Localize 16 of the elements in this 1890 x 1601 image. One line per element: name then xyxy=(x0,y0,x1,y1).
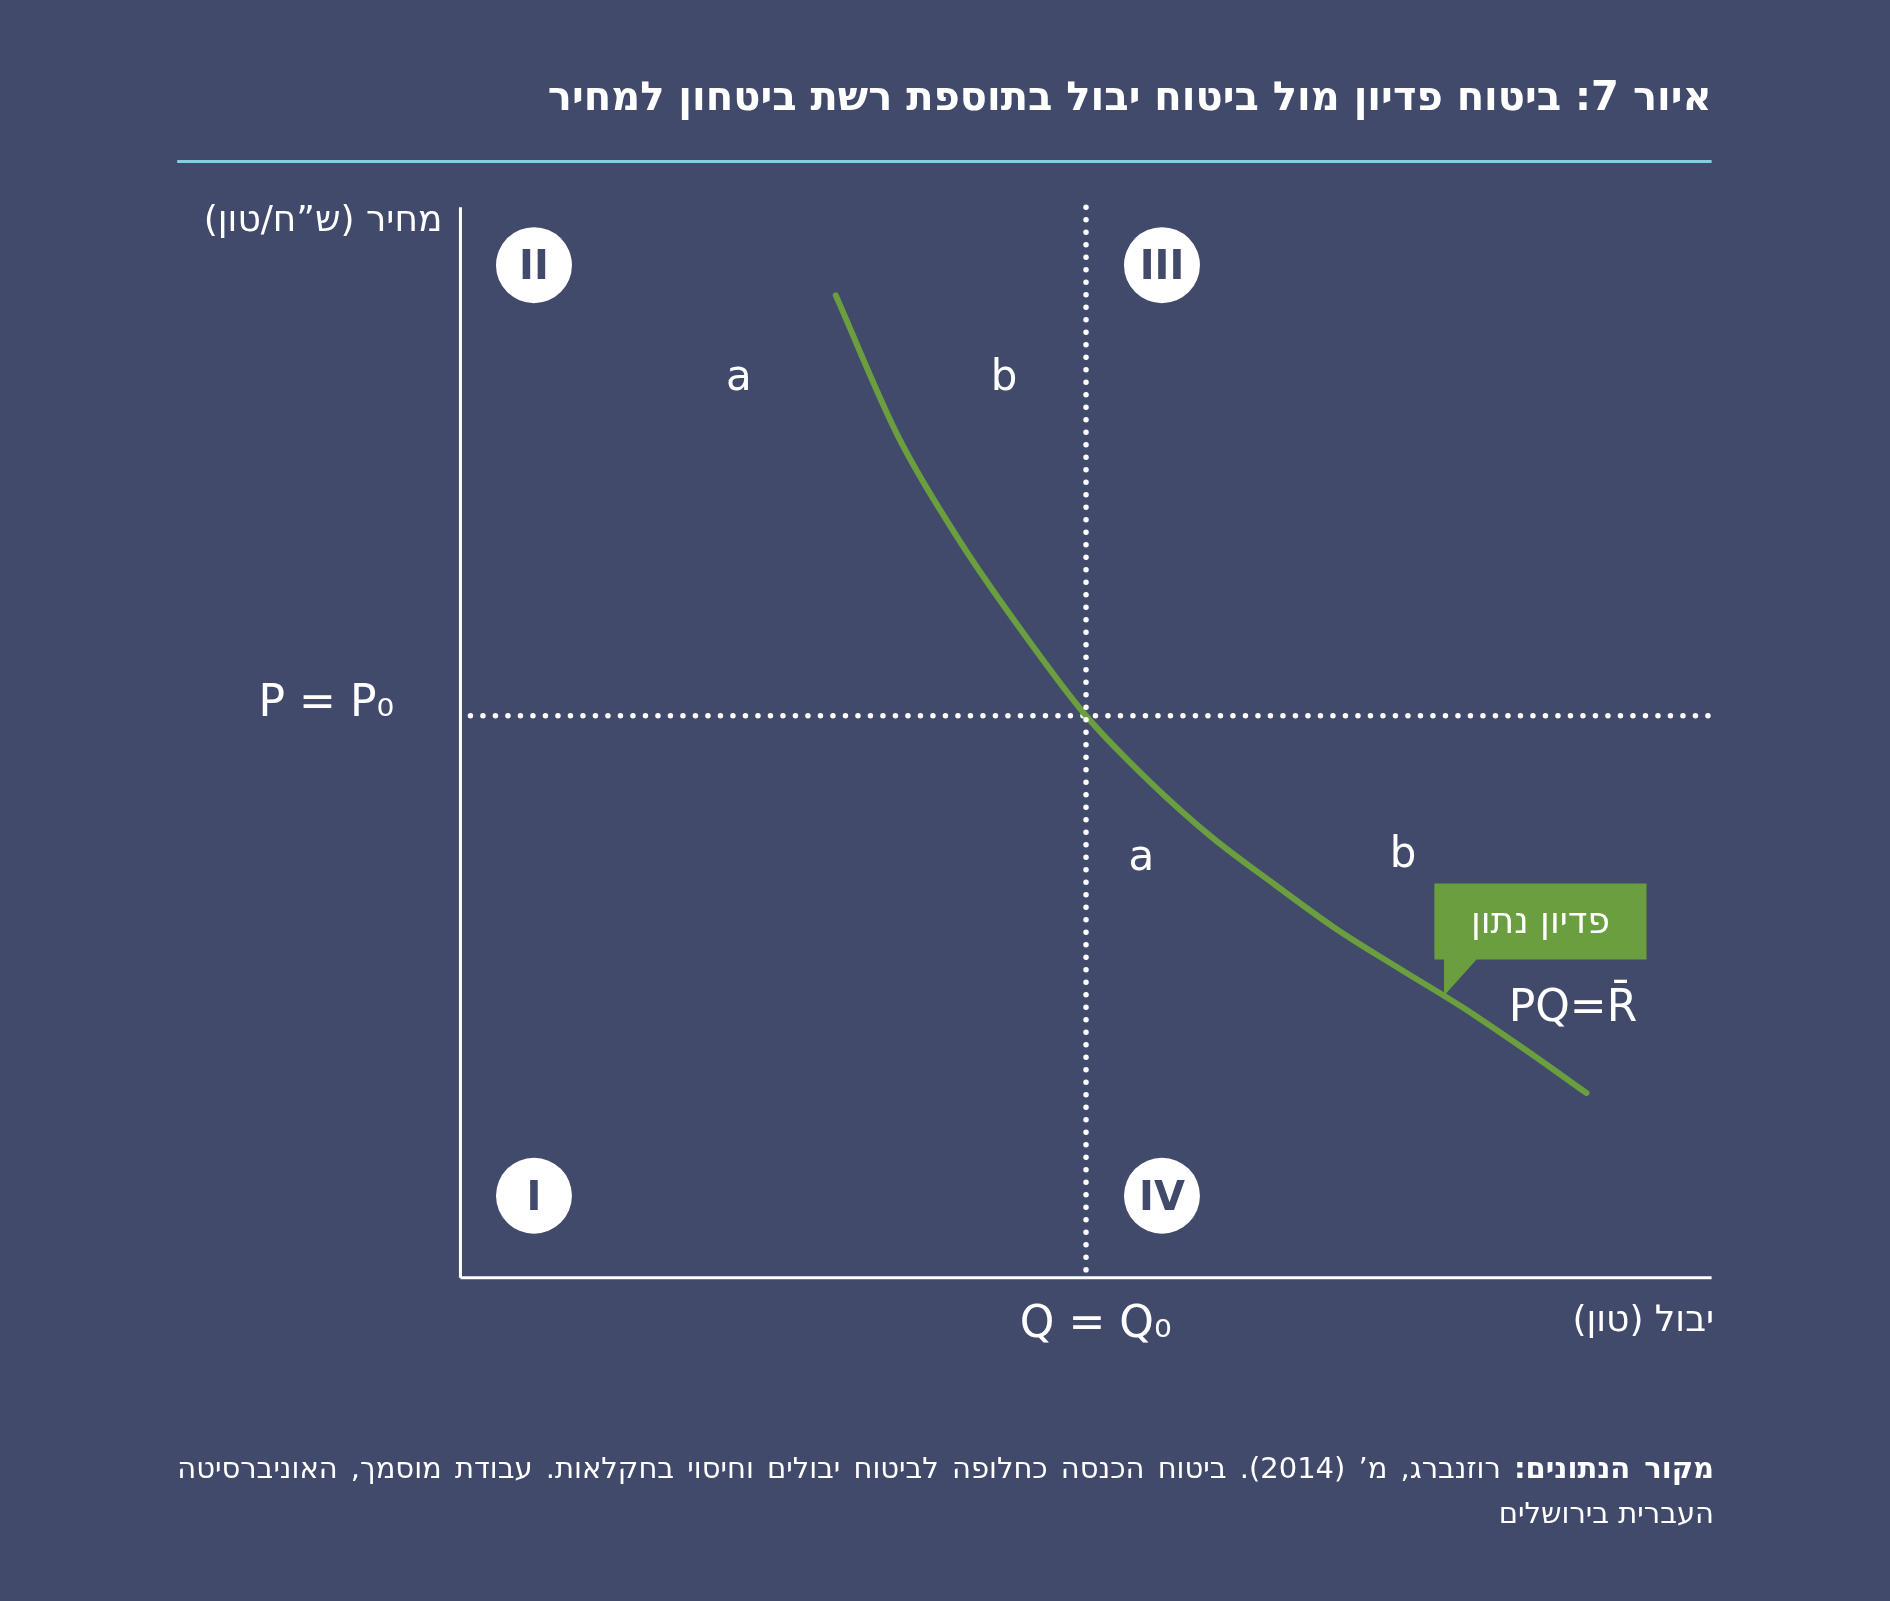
x-axis-title: יבול (טון) xyxy=(1572,1297,1715,1341)
annotation: b xyxy=(990,350,1018,402)
series-label: פדיון נתון xyxy=(1470,899,1610,943)
text: מקור הנתונים: רוזנברג, מ’ (2014). ביטוח הכנסה כחלופה לביטוח יבולים וחיסוי בחקלאות. עבודת מוסמך, האוניברסיטה העברית בירושלים xyxy=(177,1450,1715,1532)
annotation: b xyxy=(1389,828,1417,879)
text: III xyxy=(1139,241,1185,290)
y-axis-title: מחיר (ש”ח/טון) xyxy=(203,197,443,241)
annotation: a xyxy=(726,350,752,402)
chart-title: איור 7: ביטוח פדיון מול ביטוח יבול בתוספת רשת ביטחון למחיר xyxy=(547,72,1712,121)
annotation: IV xyxy=(1139,1171,1185,1220)
annotation: I xyxy=(526,1171,542,1220)
text: II xyxy=(519,241,549,290)
annotation: PQ=R̄ xyxy=(1508,980,1638,1033)
ref-line-label: P = P₀ xyxy=(258,674,395,728)
text: Q = Q₀ xyxy=(1019,1295,1172,1349)
annotation: a xyxy=(1128,830,1155,881)
